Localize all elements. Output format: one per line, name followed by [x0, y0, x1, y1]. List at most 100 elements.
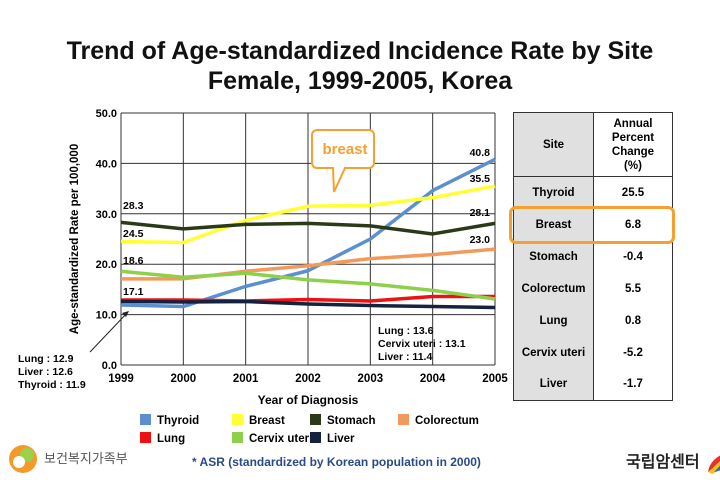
- site-cell: Stomach: [513, 240, 594, 273]
- legend-swatch: [140, 432, 151, 443]
- ncc-logo: 국립암센터: [626, 450, 720, 476]
- title-line2: Female, 1999-2005, Korea: [207, 67, 513, 95]
- legend-label: Stomach: [327, 415, 376, 427]
- breast-highlight-box: [509, 206, 675, 244]
- site-cell: Cervix uteri: [513, 336, 594, 369]
- table-row: Colorectum 5.5: [513, 272, 673, 305]
- x-tick-label: 1999: [108, 373, 134, 385]
- series-line-stomach: [120, 220, 496, 236]
- y-tick-label: 30.0: [96, 209, 117, 221]
- legend-label: Liver: [327, 433, 355, 445]
- x-tick-label: 2004: [420, 373, 446, 385]
- callout-text: breast: [322, 141, 367, 158]
- annotation-right-3: Liver : 11.4: [378, 351, 432, 363]
- series-line-cervix-uteri: [120, 269, 496, 301]
- header-apc-4: (%): [624, 159, 642, 172]
- apc-cell: -1.7: [593, 368, 673, 401]
- site-cell: Thyroid: [513, 176, 594, 209]
- data-label: 23.0: [470, 234, 491, 246]
- apc-cell: 6.8: [593, 208, 673, 241]
- legend-item: Breast: [232, 414, 285, 428]
- x-tick-label: 2000: [171, 373, 197, 385]
- legend-item: Colorectum: [398, 414, 479, 428]
- apc-cell: 0.8: [593, 304, 673, 337]
- legend-swatch: [398, 414, 409, 425]
- table-row: Breast 6.8: [513, 208, 673, 241]
- legend-label: Colorectum: [415, 415, 479, 427]
- legend-label: Cervix uteri: [249, 433, 313, 445]
- x-axis-label: Year of Diagnosis: [258, 393, 359, 407]
- legend-item: Lung: [140, 432, 185, 446]
- annotation-right-2: Cervix uteri : 13.1: [378, 338, 466, 350]
- y-tick-label: 50.0: [96, 108, 117, 120]
- site-cell: Breast: [513, 208, 594, 241]
- y-axis-label: Age-standardized Rate per 100,000: [69, 144, 81, 334]
- series-line-lung: [121, 294, 495, 303]
- breast-callout: breast: [311, 129, 375, 193]
- apc-cell: 5.5: [593, 272, 673, 305]
- annotation-left-1: Lung : 12.9: [18, 353, 74, 365]
- legend-swatch: [310, 414, 321, 425]
- data-label: 17.1: [123, 286, 144, 298]
- ncc-logo-text: 국립암센터: [626, 454, 700, 471]
- table-row: Cervix uteri -5.2: [513, 336, 673, 369]
- legend-label: Thyroid: [157, 415, 200, 427]
- y-tick-label: 40.0: [96, 158, 117, 170]
- x-tick-label: 2001: [233, 373, 259, 385]
- header-site: Site: [513, 112, 594, 177]
- y-tick-label: 20.0: [96, 259, 117, 271]
- annotation-left: Lung : 12.9 Liver : 12.6 Thyroid : 11.9: [18, 311, 129, 391]
- ministry-logo-text: 보건복지가족부: [44, 451, 128, 466]
- data-label: 28.3: [123, 200, 144, 212]
- annotation-right-1: Lung : 13.6: [378, 325, 434, 337]
- legend-item: Cervix uteri: [232, 432, 312, 446]
- legend-item: Stomach: [310, 414, 376, 428]
- legend-item: Thyroid: [140, 414, 199, 428]
- series-line-liver: [120, 299, 496, 310]
- series-line-thyroid: [120, 157, 496, 309]
- legend-item: Liver: [310, 432, 355, 446]
- legend-swatch: [232, 414, 243, 425]
- title-line1: Trend of Age-standardized Incidence Rate…: [66, 37, 654, 65]
- apc-cell: -5.2: [593, 336, 673, 369]
- apc-cell: 25.5: [593, 176, 673, 209]
- ministry-logo: [6, 442, 40, 476]
- x-tick-label: 2003: [358, 373, 384, 385]
- site-cell: Lung: [513, 304, 594, 337]
- legend-swatch: [140, 414, 151, 425]
- ncc-logo-icon: [708, 455, 720, 474]
- table-row: Stomach -0.4: [513, 240, 673, 273]
- x-tick-label: 2002: [295, 373, 321, 385]
- y-tick-label: 0.0: [102, 360, 117, 372]
- data-label: 35.5: [470, 173, 491, 185]
- x-tick-label: 2005: [482, 373, 508, 385]
- site-cell: Colorectum: [513, 272, 594, 305]
- site-cell: Liver: [513, 368, 594, 401]
- data-label: 24.5: [123, 228, 144, 240]
- table-row: Thyroid 25.5: [513, 176, 673, 209]
- series-line-breast: [120, 184, 496, 245]
- apc-table: Site Annual Percent Change (%) Thyroid 25…: [513, 112, 673, 401]
- table-row: Lung 0.8: [513, 304, 673, 337]
- data-label: 18.6: [123, 255, 144, 267]
- y-tick-label: 10.0: [96, 310, 117, 322]
- data-label: 28.1: [470, 207, 491, 219]
- legend-label: Breast: [249, 415, 285, 427]
- data-label: 40.8: [470, 147, 491, 159]
- annotation-left-2: Liver : 12.6: [18, 366, 73, 378]
- header-apc-2: Percent: [611, 131, 655, 144]
- apc-cell: -0.4: [593, 240, 673, 273]
- table-row: Liver -1.7: [513, 368, 673, 401]
- annotation-left-3: Thyroid : 11.9: [18, 379, 86, 391]
- annotation-right: Lung : 13.6 Cervix uteri : 13.1 Liver : …: [378, 325, 466, 363]
- legend-label: Lung: [157, 433, 186, 445]
- legend-swatch: [310, 432, 321, 443]
- table-header: Site Annual Percent Change (%): [513, 112, 673, 177]
- footnote: * ASR (standardized by Korean population…: [192, 455, 481, 469]
- header-apc: Annual Percent Change (%): [593, 112, 673, 177]
- legend-swatch: [232, 432, 243, 443]
- header-apc-1: Annual: [613, 117, 653, 130]
- header-apc-3: Change: [611, 145, 655, 158]
